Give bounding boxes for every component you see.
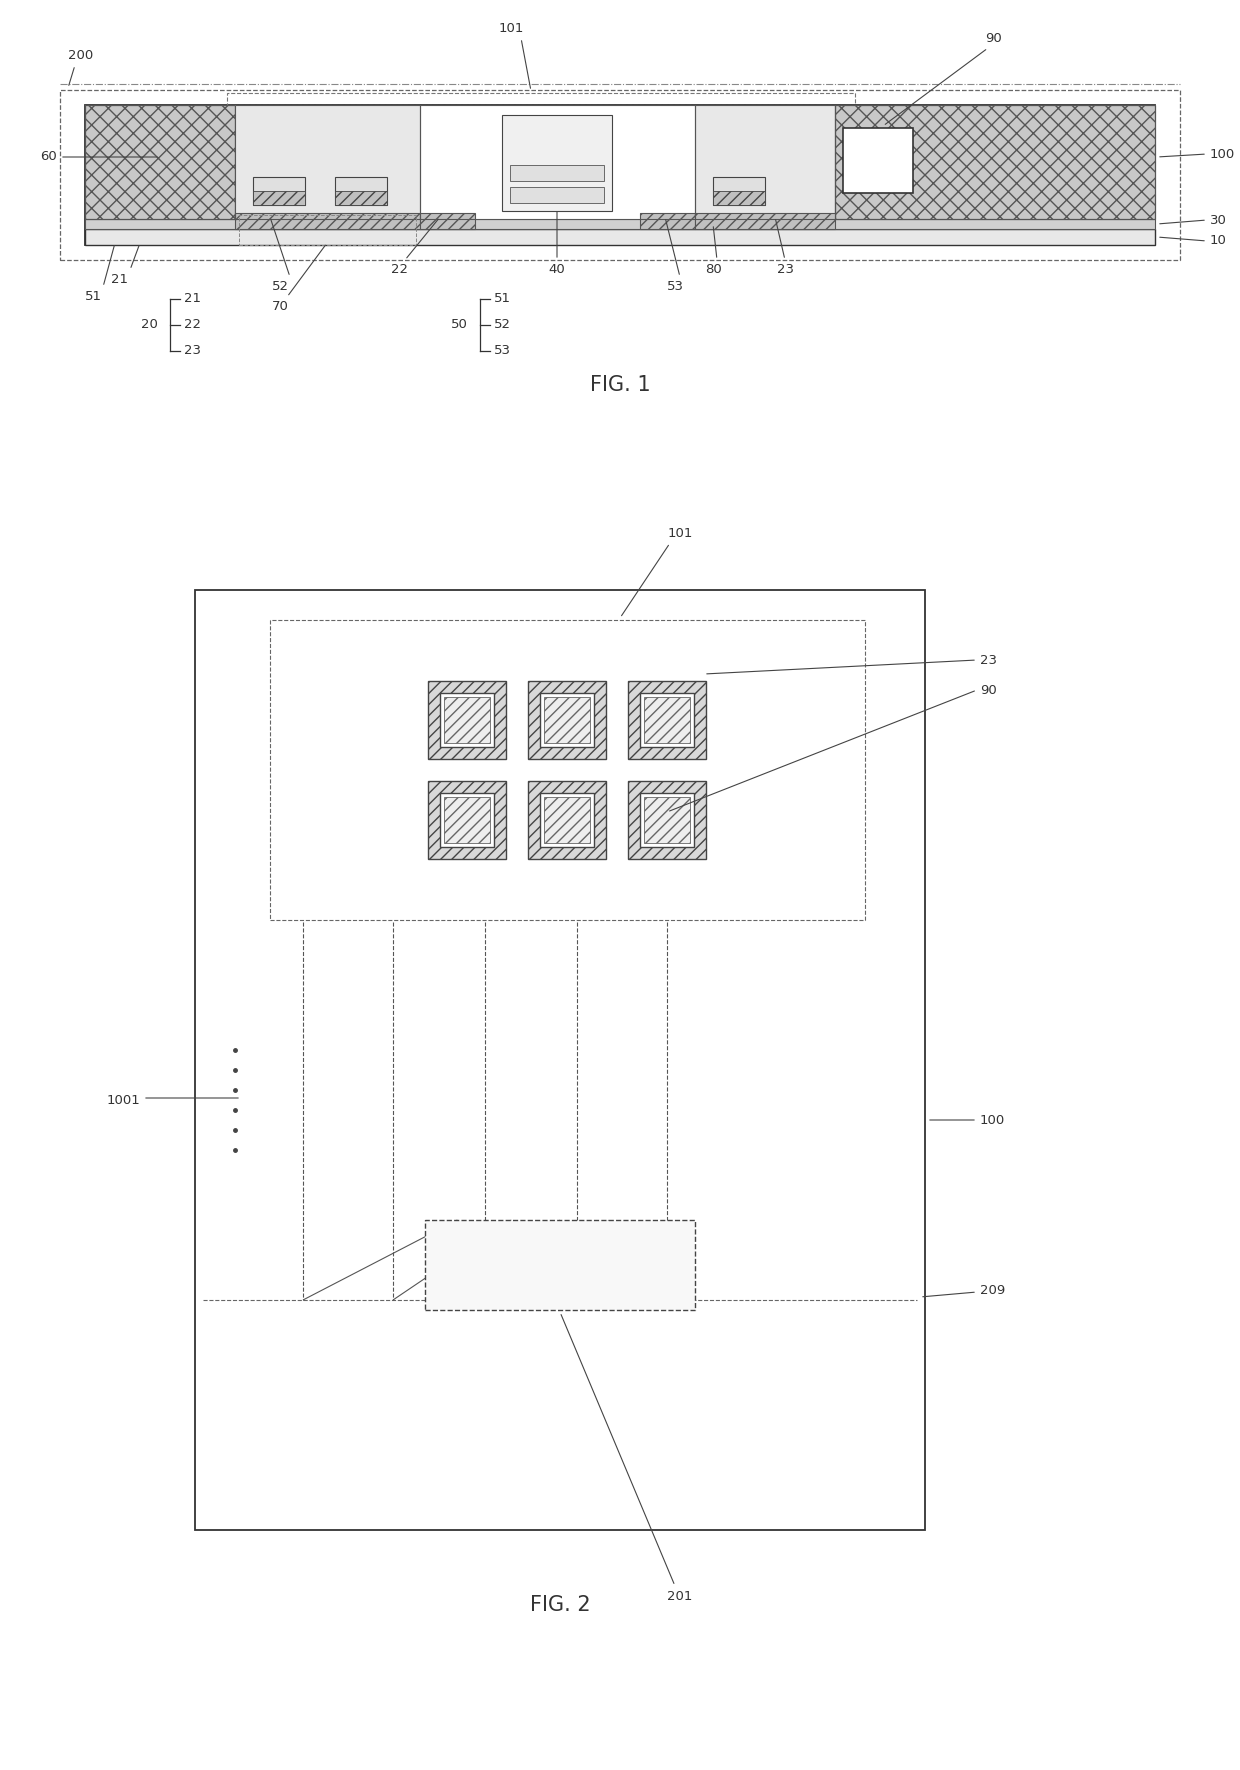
Text: C O F: C O F bbox=[539, 1257, 580, 1273]
Text: 23: 23 bbox=[184, 345, 201, 358]
Text: 30: 30 bbox=[1210, 214, 1226, 227]
Bar bbox=[694, 212, 835, 228]
Bar bbox=[444, 697, 490, 743]
Bar bbox=[428, 781, 506, 858]
Bar bbox=[195, 589, 925, 1529]
Bar bbox=[86, 104, 236, 219]
Bar bbox=[713, 191, 765, 205]
Bar bbox=[86, 104, 1154, 244]
Bar bbox=[544, 697, 590, 743]
Bar bbox=[539, 793, 594, 848]
Text: 100: 100 bbox=[1210, 147, 1235, 161]
Bar bbox=[239, 214, 415, 244]
Text: FIG. 1: FIG. 1 bbox=[590, 375, 650, 395]
Bar bbox=[640, 694, 694, 747]
Bar bbox=[420, 104, 694, 219]
Bar bbox=[253, 177, 305, 205]
Text: 53: 53 bbox=[494, 345, 511, 358]
Text: 22: 22 bbox=[392, 264, 408, 276]
Text: FIG. 2: FIG. 2 bbox=[529, 1595, 590, 1614]
Text: 101: 101 bbox=[667, 527, 693, 540]
Text: 100: 100 bbox=[980, 1113, 1006, 1126]
Text: 51: 51 bbox=[494, 292, 511, 306]
Bar bbox=[440, 793, 494, 848]
Text: 53: 53 bbox=[667, 280, 683, 294]
Bar bbox=[835, 104, 1154, 219]
Bar bbox=[502, 115, 613, 211]
Bar bbox=[60, 90, 1180, 260]
Text: 20: 20 bbox=[141, 319, 157, 331]
Bar bbox=[627, 781, 706, 858]
Bar bbox=[444, 796, 490, 843]
Bar bbox=[227, 94, 856, 104]
Text: 50: 50 bbox=[451, 319, 467, 331]
Bar bbox=[335, 177, 387, 205]
Bar bbox=[440, 694, 494, 747]
Text: 90: 90 bbox=[980, 683, 997, 697]
Bar bbox=[236, 104, 420, 219]
Text: 70: 70 bbox=[272, 299, 289, 313]
Bar bbox=[539, 694, 594, 747]
Bar bbox=[713, 177, 765, 205]
Bar bbox=[236, 212, 420, 228]
Text: 10: 10 bbox=[1210, 234, 1226, 248]
Text: 101: 101 bbox=[498, 21, 523, 35]
Bar bbox=[510, 165, 604, 181]
Text: 23: 23 bbox=[776, 264, 794, 276]
Bar bbox=[544, 796, 590, 843]
Bar bbox=[270, 620, 866, 920]
Bar bbox=[627, 681, 706, 759]
Bar bbox=[425, 1220, 694, 1310]
Bar bbox=[236, 104, 420, 219]
Text: 200: 200 bbox=[68, 50, 93, 62]
Bar bbox=[253, 191, 305, 205]
Text: 21: 21 bbox=[112, 273, 129, 287]
Text: 80: 80 bbox=[704, 264, 722, 276]
Bar bbox=[420, 104, 694, 219]
Text: 52: 52 bbox=[494, 319, 511, 331]
Bar bbox=[528, 681, 606, 759]
Bar bbox=[640, 793, 694, 848]
Bar bbox=[420, 212, 475, 228]
Bar bbox=[510, 188, 604, 204]
Text: 90: 90 bbox=[985, 32, 1002, 44]
Text: 21: 21 bbox=[184, 292, 201, 306]
Bar bbox=[86, 219, 1154, 228]
Bar bbox=[640, 212, 694, 228]
Bar bbox=[694, 104, 835, 219]
Bar bbox=[335, 191, 387, 205]
Bar bbox=[644, 697, 689, 743]
Text: 1001: 1001 bbox=[107, 1094, 140, 1106]
Text: 60: 60 bbox=[40, 150, 57, 163]
Text: 209: 209 bbox=[980, 1283, 1006, 1296]
Text: 52: 52 bbox=[272, 280, 289, 294]
Bar bbox=[694, 104, 835, 219]
Bar bbox=[428, 681, 506, 759]
Bar bbox=[528, 781, 606, 858]
Bar bbox=[843, 127, 913, 193]
Bar bbox=[644, 796, 689, 843]
Bar bbox=[86, 228, 1154, 244]
Text: 51: 51 bbox=[84, 290, 102, 303]
Text: 201: 201 bbox=[667, 1589, 693, 1604]
Text: 40: 40 bbox=[548, 264, 565, 276]
Text: 23: 23 bbox=[980, 653, 997, 667]
Text: 22: 22 bbox=[184, 319, 201, 331]
